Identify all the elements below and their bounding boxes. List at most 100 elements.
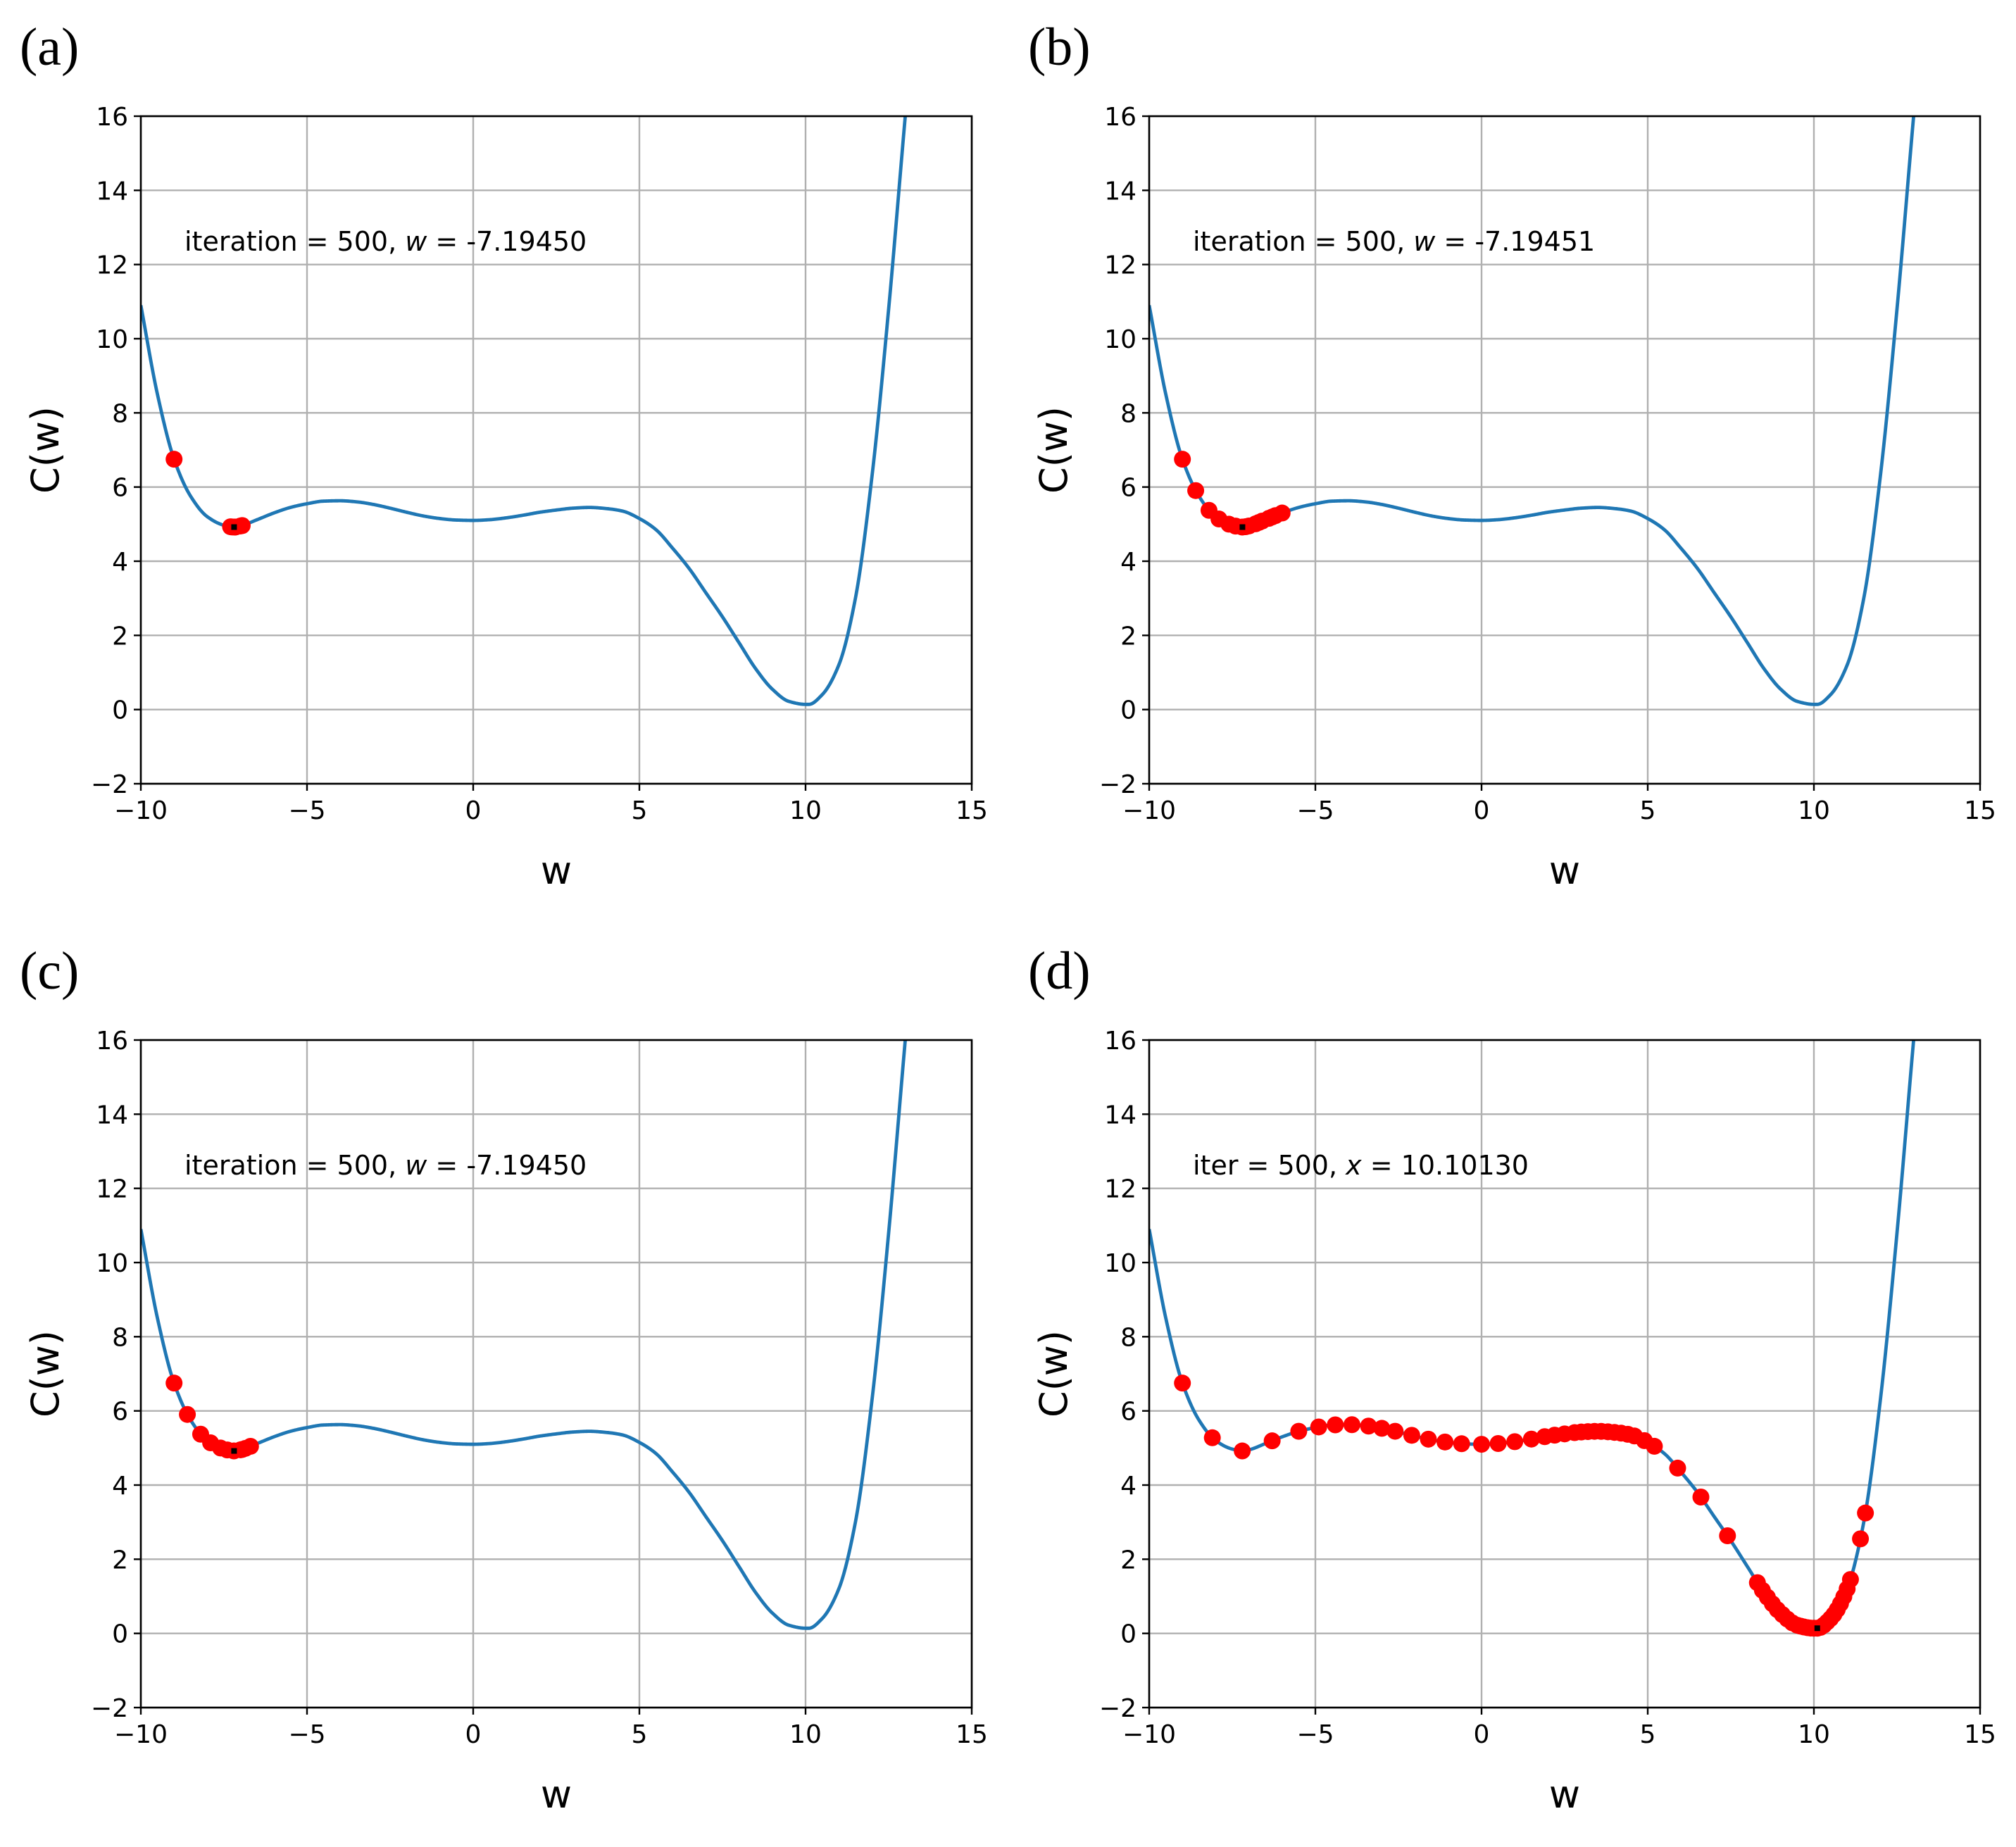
y-tick-label: 14	[96, 177, 128, 206]
y-tick-label: 6	[1120, 474, 1137, 503]
x-axis-label: w	[541, 849, 572, 893]
panel-c: (c) −10 −5 0 5 10 15 −2 0 2 4 6 8 10 12 14 16 w C(w) iterat…	[0, 924, 1008, 1847]
x-tick-label: 5	[632, 1720, 648, 1749]
panel-label: (c)	[20, 941, 79, 1001]
y-tick-label: −2	[1099, 770, 1137, 799]
iterate-point	[1669, 1459, 1686, 1477]
current-point	[231, 1448, 237, 1454]
x-tick-label: 5	[1640, 1720, 1656, 1749]
iteration-annotation: iteration = 500, w = -7.19451	[1193, 226, 1595, 257]
iterate-point	[1343, 1416, 1360, 1434]
y-tick-label: 2	[1120, 1546, 1137, 1574]
x-tick-label: −5	[1296, 1720, 1334, 1749]
y-axis-label: C(w)	[23, 406, 68, 494]
iterate-point	[1403, 1427, 1420, 1444]
x-tick-label: −10	[114, 796, 168, 825]
panel-b: (b) −10 −5 0 5 10 15 −2 0 2 4 6 8 10 12 14 16 w C(w) iterat…	[1008, 0, 2016, 923]
y-axis-label: C(w)	[1032, 406, 1076, 494]
iterate-point	[1250, 513, 1267, 531]
x-tick-label: 0	[465, 796, 482, 825]
y-tick-label: 12	[96, 251, 128, 280]
iterate-point	[1187, 482, 1205, 499]
x-tick-label: 0	[465, 1720, 482, 1749]
iterate-point	[1310, 1418, 1327, 1436]
x-tick-label: −10	[114, 1720, 168, 1749]
y-tick-label: 4	[112, 548, 128, 577]
iterate-point	[1327, 1416, 1344, 1434]
iterate-point	[165, 451, 183, 468]
panel-a: (a) −10 −5 0 5 10 15 −2 0 2 4 6 8 10 12 14 16 w C(w) iterat…	[0, 0, 1008, 923]
x-tick-label: −10	[1122, 1720, 1176, 1749]
iterate-point	[1263, 1432, 1281, 1450]
x-axis-label: w	[541, 1772, 572, 1817]
y-tick-label: 4	[1120, 548, 1137, 577]
plot-frame	[1148, 115, 1981, 785]
chart-a: (a) −10 −5 0 5 10 15 −2 0 2 4 6 8 10 12 14 16 w C(w) iterat…	[20, 18, 988, 893]
x-axis-label: w	[1549, 849, 1580, 893]
y-tick-label: −2	[1099, 1694, 1137, 1723]
x-tick-label: 10	[1798, 796, 1830, 825]
y-axis-label: C(w)	[1032, 1330, 1076, 1417]
iterate-point	[1453, 1435, 1470, 1453]
iterate-point	[1506, 1433, 1524, 1451]
y-tick-label: 14	[96, 1101, 128, 1129]
iterate-point	[1436, 1433, 1454, 1451]
y-tick-label: 12	[96, 1175, 128, 1204]
y-tick-label: −2	[91, 1694, 128, 1723]
y-tick-label: 14	[1104, 177, 1137, 206]
x-tick-label: 10	[789, 1720, 822, 1749]
iterate-point	[1203, 1429, 1221, 1446]
iterate-point	[165, 1375, 183, 1392]
iterate-point	[1852, 1530, 1870, 1548]
y-tick-label: 10	[96, 1249, 128, 1278]
y-tick-label: 8	[1120, 1323, 1137, 1352]
plot-frame	[1148, 1039, 1981, 1709]
y-tick-label: 8	[1120, 399, 1137, 428]
current-point	[1239, 524, 1246, 530]
iterate-point	[1646, 1437, 1663, 1455]
iterate-point	[1857, 1504, 1874, 1522]
iterate-point	[1373, 1420, 1391, 1437]
plot-frame	[139, 115, 973, 785]
iterate-point	[233, 1441, 251, 1458]
x-axis-label: w	[1549, 1772, 1580, 1817]
iterate-point	[1263, 508, 1281, 526]
iterate-point	[1236, 518, 1254, 536]
iteration-annotation: iteration = 500, w = -7.19450	[184, 1150, 587, 1181]
y-tick-label: 0	[1120, 1620, 1137, 1649]
y-tick-label: 14	[1104, 1101, 1137, 1129]
iterate-point	[1234, 1442, 1251, 1460]
chart-b: (b) −10 −5 0 5 10 15 −2 0 2 4 6 8 10 12 14 16 w C(w) iterat…	[1028, 18, 1996, 893]
y-tick-label: 10	[1104, 325, 1137, 354]
y-tick-label: 12	[1104, 1175, 1137, 1204]
y-tick-label: 0	[112, 1620, 128, 1649]
y-tick-label: 0	[1120, 696, 1137, 725]
y-tick-label: 10	[96, 325, 128, 354]
y-tick-label: 0	[112, 696, 128, 725]
iterate-point	[1719, 1527, 1736, 1544]
iterate-point	[1290, 1422, 1308, 1440]
iteration-annotation: iteration = 500, w = -7.19450	[184, 226, 587, 257]
x-tick-label: 15	[956, 1720, 988, 1749]
x-tick-label: −10	[1122, 796, 1176, 825]
y-tick-label: 8	[112, 1323, 128, 1352]
cost-curve	[1149, 1040, 1916, 1630]
iterate-point	[1174, 1375, 1191, 1392]
y-tick-label: 2	[112, 1546, 128, 1574]
y-axis-label: C(w)	[23, 1330, 68, 1417]
x-tick-label: −5	[1296, 796, 1334, 825]
y-tick-label: 8	[112, 399, 128, 428]
y-tick-label: 10	[1104, 1249, 1137, 1278]
x-tick-label: 5	[632, 796, 648, 825]
y-tick-label: 2	[112, 622, 128, 651]
iterate-point	[1420, 1430, 1437, 1448]
iterate-point	[1841, 1571, 1859, 1589]
y-tick-label: 16	[96, 103, 128, 132]
y-tick-label: 2	[1120, 622, 1137, 651]
y-tick-label: 12	[1104, 251, 1137, 280]
chart-c: (c) −10 −5 0 5 10 15 −2 0 2 4 6 8 10 12 14 16 w C(w) iterat…	[20, 941, 988, 1817]
x-tick-label: 15	[1964, 796, 1996, 825]
cost-curve	[141, 116, 908, 706]
iteration-annotation: iter = 500, x = 10.10130	[1193, 1150, 1529, 1181]
y-tick-label: −2	[91, 770, 128, 799]
